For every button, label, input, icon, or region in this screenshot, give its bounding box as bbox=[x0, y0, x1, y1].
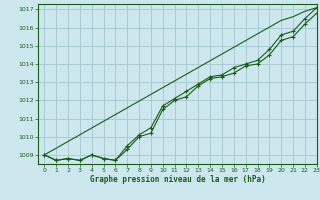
X-axis label: Graphe pression niveau de la mer (hPa): Graphe pression niveau de la mer (hPa) bbox=[90, 175, 266, 184]
